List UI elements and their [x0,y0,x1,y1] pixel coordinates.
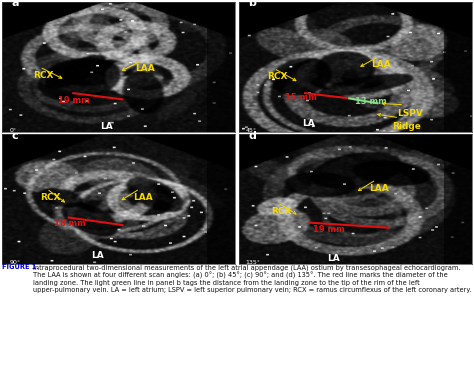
Text: Ridge: Ridge [392,122,421,131]
Text: LAA: LAA [372,61,391,69]
Text: RCX: RCX [267,72,287,81]
Text: a: a [12,0,19,8]
Text: 0°: 0° [9,128,17,133]
Text: LAA: LAA [133,193,153,201]
Text: 135°: 135° [246,261,261,265]
Text: LA: LA [327,254,340,263]
Text: LA: LA [301,119,314,128]
Text: LAA: LAA [135,64,155,73]
Text: 45°: 45° [246,128,257,133]
Text: 18 mm: 18 mm [54,219,85,228]
Text: Intraprocedural two-dimensional measurements of the left atrial appendage (LAA) : Intraprocedural two-dimensional measurem… [33,264,471,293]
Text: RCX: RCX [40,193,60,201]
Text: c: c [12,131,18,141]
Text: 90°: 90° [9,261,20,265]
Text: 15 mm: 15 mm [285,93,317,102]
Text: LA: LA [91,251,104,260]
Text: FIGURE 1.: FIGURE 1. [2,264,39,270]
Text: 19 mm: 19 mm [313,225,345,234]
Text: b: b [248,0,256,8]
Text: d: d [248,131,256,141]
Text: LA: LA [100,122,113,131]
Text: 13 mm: 13 mm [355,97,387,106]
Text: LSPV: LSPV [397,108,423,118]
Text: LAA: LAA [369,183,389,193]
Text: RCX: RCX [271,207,292,216]
Text: 19 mm: 19 mm [58,96,90,105]
Text: RCX: RCX [33,71,53,80]
